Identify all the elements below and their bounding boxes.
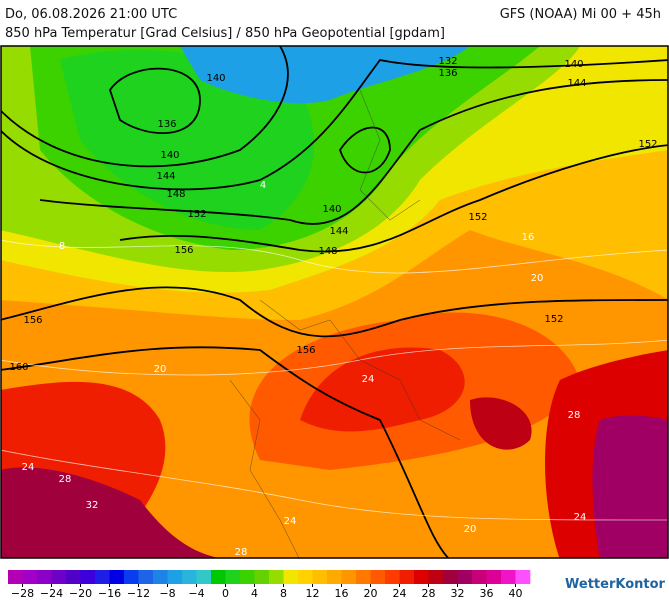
colorbar-label: −16 [98,587,121,600]
contour-label: 160 [9,362,28,373]
colorbar-swatch [80,570,96,584]
colorbar-swatch [167,570,183,584]
contour-label: 140 [206,73,225,84]
colorbar-swatch [269,570,284,584]
colorbar-swatch [370,570,386,584]
colorbar-label: 4 [251,587,258,600]
contour-label: 156 [296,345,315,356]
colorbar-label: 0 [222,587,229,600]
colorbar-swatch [254,570,270,584]
colorbar-swatch [66,570,81,584]
contour-label: 156 [174,245,193,256]
colorbar-label: 40 [509,587,523,600]
map-frame [0,45,669,559]
temperature-label: 20 [531,273,544,284]
contour-label: 152 [187,209,206,220]
colorbar-swatch [37,570,52,584]
colorbar-swatch [8,570,23,584]
temperature-label: 32 [86,500,99,511]
colorbar-label: −24 [40,587,63,600]
temperature-label: 24 [362,374,375,385]
colorbar-swatch [486,570,502,584]
temperature-label: 20 [464,524,477,535]
temperature-label: 28 [59,474,72,485]
colorbar-swatch [211,570,226,584]
contour-label: 148 [166,189,185,200]
colorbar-swatch [124,570,139,584]
contour-label: 132 [438,56,457,67]
colorbar-swatch [22,570,38,584]
contour-label: 136 [438,68,457,79]
colorbar-label: 12 [306,587,320,600]
colorbar-swatch [414,570,429,584]
colorbar-label: 36 [480,587,494,600]
colorbar-swatch [327,570,342,584]
contour-label: 144 [156,171,175,182]
contour-label: 156 [23,315,42,326]
colorbar-swatch [240,570,255,584]
colorbar-swatch [399,570,415,584]
temperature-label: 24 [284,516,297,527]
colorbar-swatch [472,570,487,584]
colorbar-swatch [138,570,154,584]
colorbar-swatch [457,570,473,584]
contour-label: 152 [638,139,657,150]
colorbar-swatch [341,570,357,584]
model-run: GFS (NOAA) Mi 00 + 45h [499,7,661,22]
contour-label: 148 [318,246,337,257]
colorbar-swatch [428,570,444,584]
temperature-label: 16 [522,232,535,243]
colorbar-swatch [51,570,67,584]
temperature-label: 24 [574,512,587,523]
contour-label: 144 [567,78,586,89]
colorbar-swatch [312,570,328,584]
contour-label: 152 [468,212,487,223]
temperature-label: 8 [59,241,65,252]
colorbar-swatch [298,570,313,584]
temperature-field [1,46,668,558]
colorbar-swatch [182,570,197,584]
colorbar-swatch [109,570,125,584]
contour-label: 152 [544,314,563,325]
colorbar-swatch [443,570,458,584]
colorbar-label: −28 [11,587,34,600]
colorbar-label: −12 [127,587,150,600]
colorbar-label: 16 [335,587,349,600]
colorbar-swatch [356,570,371,584]
colorbar-label: −4 [188,587,204,600]
colorbar-label: 32 [451,587,465,600]
colorbar-swatch [95,570,110,584]
colorbar-label: 24 [393,587,407,600]
datetime: Do, 06.08.2026 21:00 UTC [5,7,178,22]
colorbar-swatch [385,570,400,584]
temperature-label: 28 [568,410,581,421]
colorbar-label: −20 [69,587,92,600]
contour-label: 140 [322,204,341,215]
colorbar-label: 28 [422,587,436,600]
temperature-label: 4 [260,180,266,191]
temperature-label: 20 [154,364,167,375]
colorbar-swatch [501,570,516,584]
colorbar-label: 8 [280,587,287,600]
colorbar-swatch [196,570,212,584]
contour-label: 140 [160,150,179,161]
colorbar-swatch [283,570,299,584]
contour-label: 136 [157,119,176,130]
logo: WetterKontor [565,577,666,592]
subtitle: 850 hPa Temperatur [Grad Celsius] / 850 … [5,26,446,41]
contour-label: 140 [564,59,583,70]
colorbar-label: 20 [364,587,378,600]
colorbar-swatch [515,570,531,584]
colorbar-swatch [225,570,241,584]
temperature-label: 24 [22,462,35,473]
colorbar-label: −8 [159,587,175,600]
colorbar-swatch [153,570,168,584]
contour-label: 144 [329,226,348,237]
temperature-label: 28 [235,547,248,558]
